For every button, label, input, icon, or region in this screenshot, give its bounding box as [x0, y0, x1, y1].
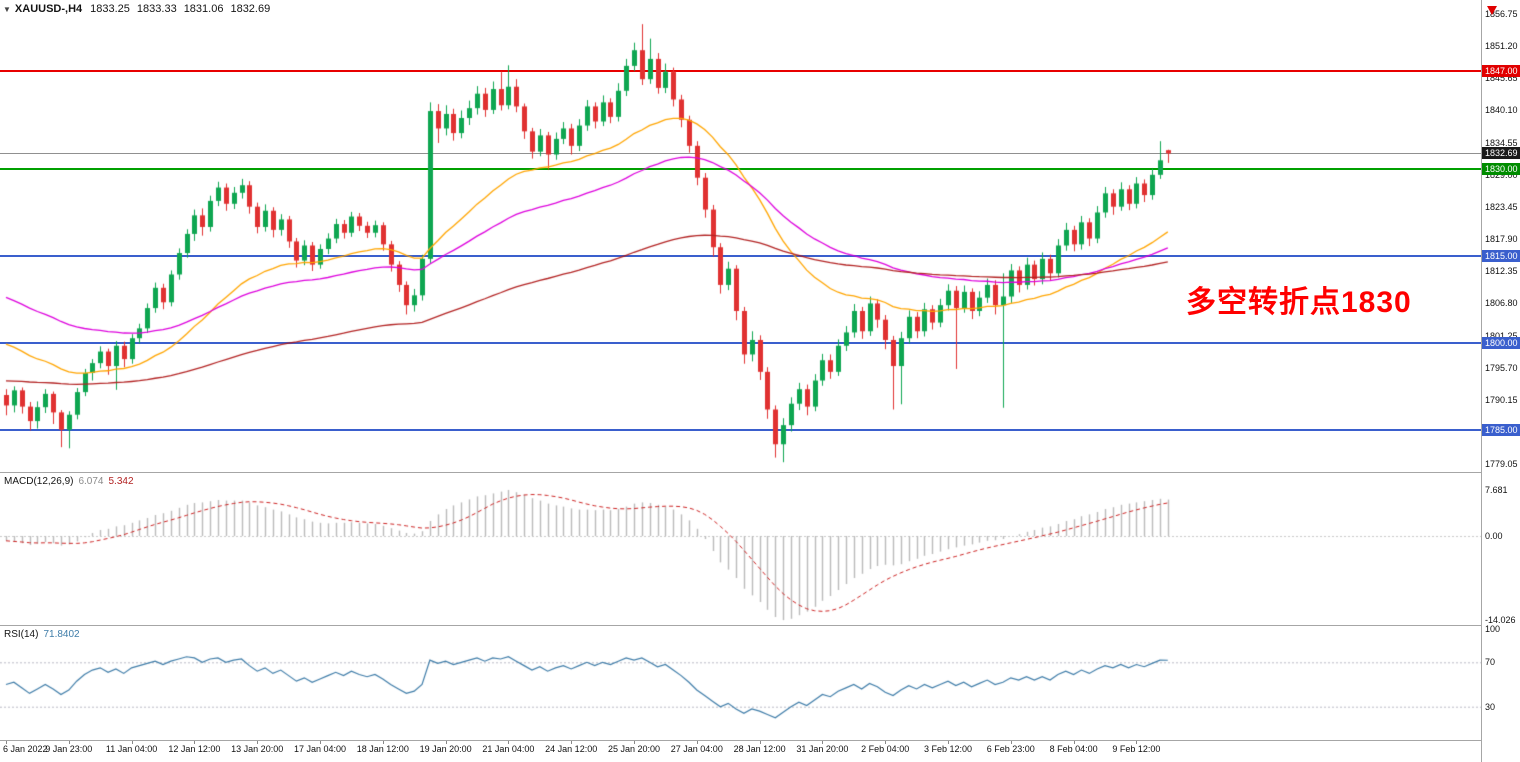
time-axis-label: 2 Feb 04:00 — [861, 744, 910, 754]
rsi-axis-label: 70 — [1485, 657, 1496, 668]
rsi-axis-label: 100 — [1485, 624, 1501, 634]
time-axis-label: 9 Feb 12:00 — [1112, 744, 1161, 754]
pivot-price-badge: 1830.00 — [1482, 163, 1520, 175]
price-axis-label: 1801.25 — [1485, 330, 1518, 341]
rsi-axis-label: 30 — [1485, 701, 1496, 712]
price-axis-label: 1851.20 — [1485, 41, 1518, 52]
time-axis-label: 6 Jan 2022 — [3, 744, 48, 754]
time-axis-label: 17 Jan 04:00 — [293, 744, 347, 754]
price-axis-label: 1840.10 — [1485, 105, 1518, 116]
time-axis-tick — [1010, 740, 1012, 744]
price-axis-label: 1834.55 — [1485, 137, 1518, 148]
time-axis-tick — [68, 740, 70, 744]
time-axis-label: 9 Jan 23:00 — [45, 744, 93, 754]
time-axis-tick — [508, 740, 510, 744]
symbol-timeframe-label: XAUUSD-,H4 — [14, 3, 83, 15]
price-axis-label: 1806.80 — [1485, 298, 1518, 309]
macd-indicator-label: MACD(12,26,9) 6.074 5.342 — [4, 476, 134, 487]
price-axis-label: 1823.45 — [1485, 201, 1518, 212]
time-axis-tick — [634, 740, 635, 744]
resistance-price-badge: 1847.00 — [1482, 64, 1520, 77]
time-axis-tick — [194, 740, 196, 744]
low-value: 1831.06 — [183, 3, 224, 15]
rsi-indicator-label: RSI(14) 71.8402 — [4, 629, 80, 640]
time-axis-tick — [822, 740, 824, 744]
price-scale-separator — [1481, 0, 1482, 762]
time-axis-tick — [948, 740, 949, 744]
macd-name: MACD(12,26,9) — [4, 476, 74, 487]
chart-header: ▼ XAUUSD-,H4 1833.25 1833.33 1831.06 1832.69 — [3, 3, 277, 15]
time-axis-label: 25 Jan 20:00 — [607, 744, 661, 754]
time-axis-label: 19 Jan 20:00 — [419, 744, 472, 754]
chart-annotation-text: 多空转折点1830 — [1186, 286, 1412, 319]
rsi-value: 71.8402 — [43, 629, 80, 640]
support-price-badge: 1800.00 — [1482, 336, 1520, 349]
macd-axis-label: 0.00 — [1485, 531, 1503, 541]
time-axis-tick — [885, 740, 887, 744]
support-price-badge: 1815.00 — [1482, 249, 1520, 262]
time-axis-label: 12 Jan 12:00 — [168, 744, 221, 754]
current-price-badge: 1832.69 — [1482, 147, 1520, 160]
time-axis-tick — [382, 740, 384, 744]
price-axis-label: 1779.05 — [1485, 459, 1518, 470]
time-axis-tick — [445, 740, 447, 744]
macd-axis-label: -14.026 — [1485, 615, 1516, 626]
time-axis-label: 28 Jan 12:00 — [733, 744, 786, 754]
time-axis-label: 13 Jan 20:00 — [231, 744, 284, 754]
panel-separator[interactable] — [0, 625, 1481, 626]
close-value: 1832.69 — [230, 3, 271, 15]
time-axis-label: 3 Feb 12:00 — [923, 744, 973, 754]
price-axis-label: 1790.15 — [1485, 394, 1518, 405]
support-price-badge: 1785.00 — [1482, 423, 1520, 436]
time-axis-label: 8 Feb 04:00 — [1049, 744, 1098, 754]
macd-main-value: 6.074 — [78, 476, 104, 487]
panel-separator[interactable] — [0, 472, 1481, 473]
time-axis-label: 11 Jan 04:00 — [105, 744, 158, 754]
time-axis-label: 24 Jan 12:00 — [545, 744, 598, 754]
time-axis-tick — [6, 740, 7, 744]
chart-canvas[interactable] — [0, 0, 1481, 740]
time-axis-tick — [257, 740, 259, 744]
time-axis-tick — [696, 740, 698, 744]
time-axis-tick — [1073, 740, 1075, 744]
macd-axis-label: 7.681 — [1485, 484, 1508, 495]
price-axis-label: 1856.75 — [1485, 9, 1518, 19]
price-axis-label: 1795.70 — [1485, 362, 1518, 373]
open-value: 1833.25 — [90, 3, 130, 15]
time-axis-label: 18 Jan 12:00 — [356, 744, 409, 754]
time-axis-label: 6 Feb 23:00 — [986, 744, 1035, 754]
rsi-name: RSI(14) — [4, 629, 39, 640]
panel-separator[interactable] — [0, 740, 1481, 741]
time-axis-label: 31 Jan 20:00 — [796, 744, 849, 754]
time-axis-tick — [571, 740, 573, 744]
time-axis-label: 27 Jan 04:00 — [670, 744, 723, 754]
time-axis-tick — [1136, 740, 1138, 744]
price-axis-label: 1812.35 — [1485, 266, 1518, 277]
time-axis-tick — [320, 740, 321, 744]
time-axis-tick — [759, 740, 761, 744]
price-axis-label: 1817.90 — [1485, 234, 1518, 245]
macd-signal-value: 5.342 — [108, 476, 134, 487]
time-axis-tick — [131, 740, 133, 744]
time-axis-label: 21 Jan 04:00 — [482, 744, 535, 754]
scroll-end-marker-icon[interactable] — [1487, 6, 1497, 15]
high-value: 1833.33 — [136, 3, 177, 15]
price-axis-label: 1845.65 — [1485, 73, 1518, 84]
quick-trade-caret-icon[interactable]: ▼ — [3, 5, 11, 14]
